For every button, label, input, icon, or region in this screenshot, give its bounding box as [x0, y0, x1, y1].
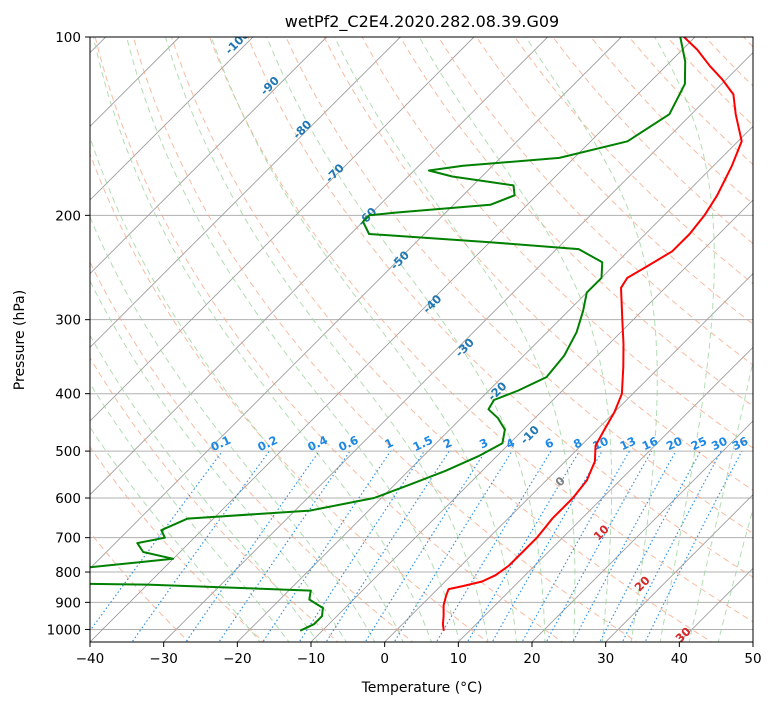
- dry-adiabat-line: [90, 356, 339, 642]
- x-axis: −40 −30 −20 −10 0 10 20 30 40 50: [76, 642, 762, 667]
- x-tick-label: −40: [76, 651, 105, 667]
- x-tick-label: −30: [149, 651, 178, 667]
- dry-adiabat-line: [171, 37, 713, 642]
- dry-adiabat-line: [514, 37, 753, 285]
- mixing-ratio-label: 16: [640, 434, 660, 453]
- dry-adiabat-line: [94, 37, 564, 642]
- y-tick-label: 100: [55, 30, 81, 46]
- y-tick-label: 200: [55, 208, 81, 224]
- mixing-ratio-line: [599, 450, 702, 642]
- moist-adiabat-line: [164, 37, 489, 642]
- moist-adiabat-line: [266, 37, 546, 642]
- x-axis-label: Temperature (°C): [361, 680, 483, 696]
- mixing-ratio-line: [131, 450, 270, 642]
- profile-lines: [90, 37, 743, 632]
- dry-adiabat-line: [247, 37, 753, 578]
- y-tick-label: 300: [55, 313, 81, 329]
- mixing-ratio-line: [262, 450, 392, 642]
- moist-adiabat-line: [90, 426, 261, 642]
- y-tick-label: 1000: [47, 622, 81, 638]
- mixing-ratio-label: 36: [730, 434, 750, 453]
- x-tick-label: −10: [297, 651, 326, 667]
- y-tick-label: 800: [55, 565, 81, 581]
- moist-adiabat-line: [90, 382, 290, 642]
- isotherm-line: [384, 273, 753, 642]
- isotherm-line: [605, 494, 753, 642]
- mixing-ratio-line: [325, 450, 450, 642]
- moist-adiabat-line: [688, 358, 753, 642]
- mixing-ratio-line: [621, 450, 722, 642]
- moist-adiabat-line: [717, 506, 753, 642]
- isotherm-line: [90, 37, 401, 348]
- mixing-ratio-line: [90, 450, 223, 632]
- dry-adiabat-line: [209, 37, 753, 623]
- mixing-ratio-line: [185, 450, 320, 642]
- x-tick-label: 0: [380, 651, 389, 667]
- isotherm-line: [458, 346, 753, 642]
- x-tick-label: 50: [744, 651, 761, 667]
- mixing-ratio-line: [466, 450, 580, 642]
- dry-adiabat-line: [475, 37, 753, 325]
- moist-adiabat-line: [90, 279, 347, 642]
- isotherm-line: [90, 37, 548, 496]
- y-axis: 100 200 300 400 500 600 700 800 900 1000: [47, 30, 90, 638]
- x-tick-label: 10: [450, 651, 467, 667]
- dewpoint-profile-line: [90, 37, 687, 632]
- mixing-ratio-line: [298, 450, 425, 642]
- dry-adiabat-line: [90, 152, 489, 642]
- isotherm-line: [531, 420, 753, 642]
- x-tick-label: 30: [597, 651, 614, 667]
- isotherm-line: [90, 37, 327, 275]
- x-tick-label: 40: [671, 651, 688, 667]
- temperature-profile-line: [441, 37, 743, 631]
- moist-adiabat-line: [92, 37, 432, 642]
- x-tick-label: 20: [523, 651, 540, 667]
- dry-adiabat-line: [437, 37, 753, 366]
- mixing-ratio-label: 13: [618, 434, 638, 453]
- dry-adiabat-line: [132, 37, 638, 642]
- mixing-ratio-label: 25: [689, 434, 709, 453]
- mixing-ratio-line: [393, 450, 513, 642]
- y-tick-label: 900: [55, 595, 81, 611]
- isotherm-line: [163, 52, 753, 642]
- y-tick-label: 600: [55, 491, 81, 507]
- mixing-ratio-line: [218, 450, 351, 642]
- moist-adiabat-line: [210, 37, 518, 642]
- mixing-ratio-line: [364, 450, 486, 642]
- isotherm-line: [310, 199, 753, 642]
- isotherm-line: [90, 37, 696, 642]
- moist-adiabat-line: [525, 37, 658, 642]
- dry-adiabat-line: [285, 37, 753, 535]
- chart-title: wetPf2_C2E4.2020.282.08.39.G09: [285, 12, 559, 32]
- dry-adiabat-line: [90, 260, 414, 642]
- moist-adiabat-line: [90, 334, 319, 642]
- y-tick-label: 700: [55, 531, 81, 547]
- moist-adiabat-line: [334, 37, 576, 642]
- isotherm-line: [90, 37, 475, 422]
- moist-adiabat-line: [90, 215, 376, 642]
- moist-adiabat-line: [126, 37, 461, 642]
- isotherm-line: [90, 37, 254, 201]
- moist-adiabat-line: [654, 37, 715, 642]
- y-tick-label: 400: [55, 387, 81, 403]
- dry-adiabat-line: [399, 37, 753, 407]
- mixing-ratio-label: 20: [664, 434, 684, 453]
- y-tick-label: 500: [55, 444, 81, 460]
- mixing-ratio-label: 30: [709, 434, 729, 453]
- isotherm-line: [90, 37, 622, 569]
- dry-adiabat-line: [361, 37, 753, 449]
- plot-frame: [89, 36, 754, 643]
- y-axis-label: Pressure (hPa): [12, 290, 28, 390]
- dry-adiabat-line: [90, 446, 265, 642]
- background-lines: [90, 37, 753, 642]
- dry-adiabat-line: [628, 37, 753, 166]
- moist-adiabat-line: [90, 135, 404, 642]
- moist-adiabat-line: [418, 37, 613, 642]
- mixing-ratio-line: [572, 450, 677, 642]
- dry-adiabat-line: [590, 37, 753, 205]
- x-tick-label: −20: [223, 651, 252, 667]
